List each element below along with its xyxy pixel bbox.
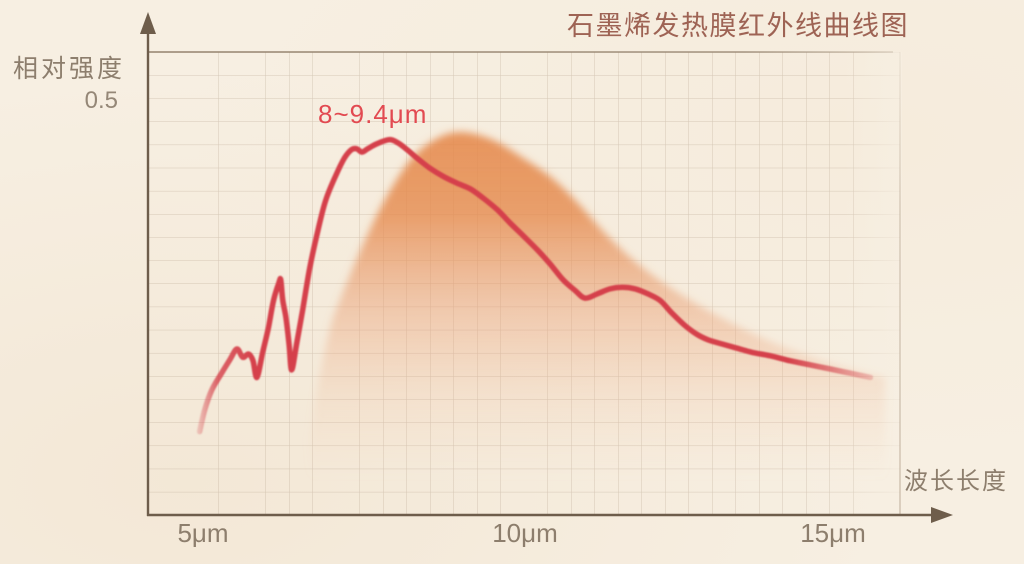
x-tick-10um: 10μm	[492, 518, 558, 548]
x-axis-label: 波长长度	[904, 468, 1008, 495]
y-axis-arrow-icon	[140, 12, 156, 34]
x-tick-5um: 5μm	[177, 518, 229, 548]
x-axis-arrow-icon	[931, 507, 953, 523]
emission-envelope-area	[309, 132, 886, 516]
y-axis-tick-label: 0.5	[84, 87, 118, 114]
x-tick-15um: 15μm	[800, 518, 866, 548]
peak-annotation: 8~9.4μm	[318, 99, 428, 129]
chart-title: 石墨烯发热膜红外线曲线图	[567, 11, 909, 41]
y-axis-label: 相对强度	[13, 55, 126, 83]
intensity-curve	[196, 136, 874, 435]
